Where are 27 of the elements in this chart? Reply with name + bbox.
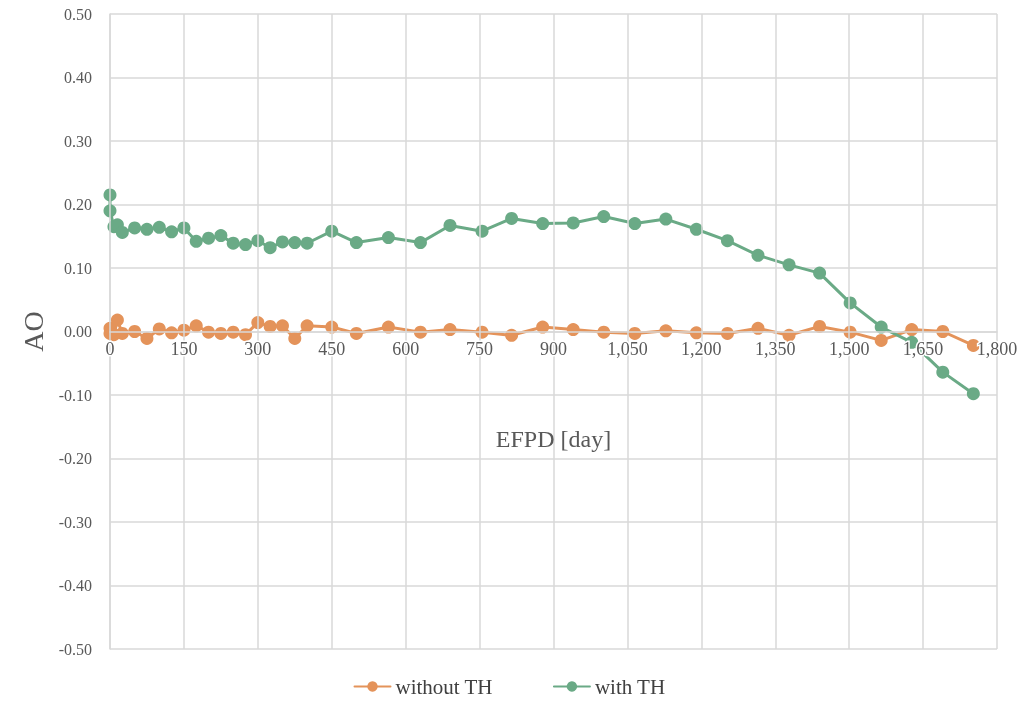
x-tick-label: 1,350 xyxy=(755,338,796,359)
x-tick-label: 1,800 xyxy=(976,338,1018,359)
x-tick-label: 1,200 xyxy=(681,338,722,359)
x-tick-label: 450 xyxy=(318,338,346,359)
x-tick-label: 0 xyxy=(105,338,115,359)
y-tick-label: -0.10 xyxy=(58,386,92,404)
x-tick-label: 300 xyxy=(244,338,272,359)
x-tick-label: 1,050 xyxy=(607,338,648,359)
y-tick-label: 0.30 xyxy=(64,132,92,150)
y-tick-label: 0.20 xyxy=(64,196,92,213)
y-tick-label: -0.50 xyxy=(58,640,92,658)
y-tick-label: -0.20 xyxy=(58,450,92,467)
y-tick-label: 0.10 xyxy=(64,259,92,277)
x-tick-label: 900 xyxy=(540,338,567,359)
x-tick-label: 750 xyxy=(466,338,494,359)
legend-label: with TH xyxy=(594,674,666,699)
y-tick-label: 0.00 xyxy=(64,323,92,340)
x-tick-label: 150 xyxy=(170,338,198,359)
y-tick-label: 0.40 xyxy=(64,69,92,86)
y-tick-label: 0.50 xyxy=(64,5,92,23)
y-axis-title: AO xyxy=(18,311,50,352)
x-tick-label: 600 xyxy=(392,338,420,359)
x-axis-title: EFPD [day] xyxy=(495,425,612,452)
x-tick-label: 1,500 xyxy=(828,338,870,359)
y-tick-label: -0.40 xyxy=(58,577,92,594)
legend-label: without TH xyxy=(395,674,493,699)
y-tick-label: -0.30 xyxy=(58,513,92,531)
